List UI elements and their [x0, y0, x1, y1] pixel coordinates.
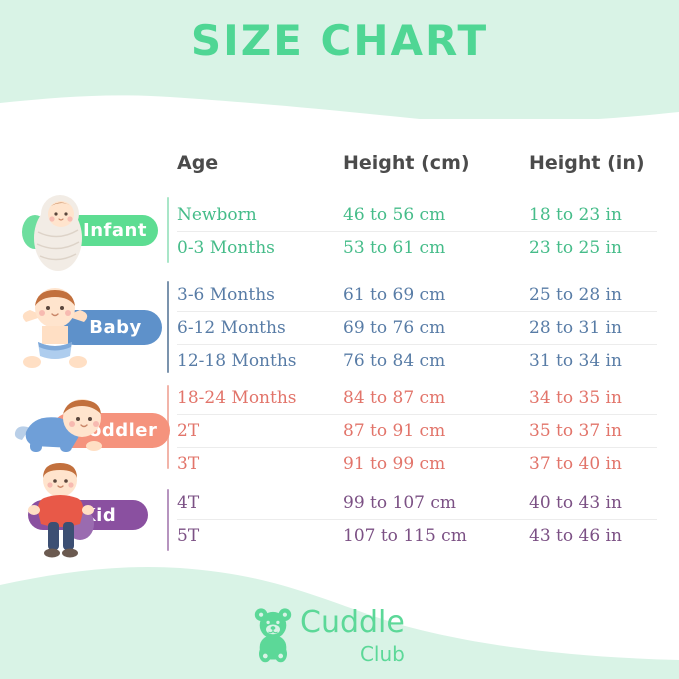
- height-in-cell: 25 to 28 in: [529, 285, 622, 305]
- toddler-rows: 18-24 Months 84 to 87 cm 34 to 35 in 2T …: [177, 382, 657, 480]
- age-cell: 3T: [177, 454, 200, 474]
- height-cm-cell: 87 to 91 cm: [343, 421, 446, 441]
- height-cm-cell: 61 to 69 cm: [343, 285, 446, 305]
- height-in-cell: 37 to 40 in: [529, 454, 622, 474]
- age-cell: 5T: [177, 526, 200, 546]
- kid-rows: 4T 99 to 107 cm 40 to 43 in 5T 107 to 11…: [177, 487, 657, 552]
- table-row: 18-24 Months 84 to 87 cm 34 to 35 in: [177, 382, 657, 414]
- height-cm-cell: 46 to 56 cm: [343, 205, 446, 225]
- infant-rows: Newborn 46 to 56 cm 18 to 23 in 0-3 Mont…: [177, 199, 657, 264]
- header-height-cm: Height (cm): [343, 152, 470, 174]
- age-cell: 0-3 Months: [177, 238, 275, 258]
- height-cm-cell: 69 to 76 cm: [343, 318, 446, 338]
- height-cm-cell: 84 to 87 cm: [343, 388, 446, 408]
- baby-rows: 3-6 Months 61 to 69 cm 25 to 28 in 6-12 …: [177, 279, 657, 377]
- table-row: Newborn 46 to 56 cm 18 to 23 in: [177, 199, 657, 231]
- table-row: 3T 91 to 99 cm 37 to 40 in: [177, 447, 657, 480]
- infant-group-label: Infant: [83, 220, 147, 241]
- age-cell: 6-12 Months: [177, 318, 286, 338]
- table-row: 0-3 Months 53 to 61 cm 23 to 25 in: [177, 231, 657, 264]
- age-cell: Newborn: [177, 205, 257, 225]
- baby-divider-line: [167, 281, 169, 373]
- age-cell: 12-18 Months: [177, 351, 297, 371]
- kid-divider-line: [167, 489, 169, 551]
- height-in-cell: 34 to 35 in: [529, 388, 622, 408]
- infant-divider-line: [167, 197, 169, 263]
- page-title: SIZE CHART: [190, 16, 489, 65]
- height-cm-cell: 76 to 84 cm: [343, 351, 446, 371]
- table-row: 3-6 Months 61 to 69 cm 25 to 28 in: [177, 279, 657, 311]
- header-age: Age: [177, 152, 219, 174]
- table-row: 5T 107 to 115 cm 43 to 46 in: [177, 519, 657, 552]
- age-cell: 2T: [177, 421, 200, 441]
- baby-illustration: [22, 288, 88, 368]
- baby-group-pill: Baby: [57, 310, 162, 345]
- height-in-cell: 28 to 31 in: [529, 318, 622, 338]
- table-header-row: Age Height (cm) Height (in): [177, 152, 657, 174]
- infant-illustration: [22, 195, 82, 271]
- top-wave-divider: [0, 95, 679, 124]
- height-cm-cell: 99 to 107 cm: [343, 493, 456, 513]
- height-cm-cell: 53 to 61 cm: [343, 238, 446, 258]
- height-in-cell: 40 to 43 in: [529, 493, 622, 513]
- table-row: 4T 99 to 107 cm 40 to 43 in: [177, 487, 657, 519]
- table-row: 6-12 Months 69 to 76 cm 28 to 31 in: [177, 311, 657, 344]
- height-in-cell: 31 to 34 in: [529, 351, 622, 371]
- age-cell: 18-24 Months: [177, 388, 297, 408]
- kid-illustration: [28, 463, 94, 558]
- brand-subname: Club: [359, 642, 405, 666]
- height-in-cell: 18 to 23 in: [529, 205, 622, 225]
- bottom-wave-divider: [0, 560, 679, 660]
- height-cm-cell: 107 to 115 cm: [343, 526, 467, 546]
- toddler-illustration: [14, 399, 102, 452]
- height-cm-cell: 91 to 99 cm: [343, 454, 446, 474]
- brand-name: Cuddle: [300, 605, 405, 640]
- teddy-bear-icon: [254, 608, 292, 663]
- baby-group-label: Baby: [89, 317, 142, 338]
- age-cell: 4T: [177, 493, 200, 513]
- height-in-cell: 23 to 25 in: [529, 238, 622, 258]
- table-row: 2T 87 to 91 cm 35 to 37 in: [177, 414, 657, 447]
- age-cell: 3-6 Months: [177, 285, 275, 305]
- brand-logo-text: Cuddle Club: [300, 605, 405, 667]
- height-in-cell: 43 to 46 in: [529, 526, 622, 546]
- height-in-cell: 35 to 37 in: [529, 421, 622, 441]
- table-row: 12-18 Months 76 to 84 cm 31 to 34 in: [177, 344, 657, 377]
- brand-logo: Cuddle Club: [252, 606, 405, 666]
- header-height-in: Height (in): [529, 152, 645, 174]
